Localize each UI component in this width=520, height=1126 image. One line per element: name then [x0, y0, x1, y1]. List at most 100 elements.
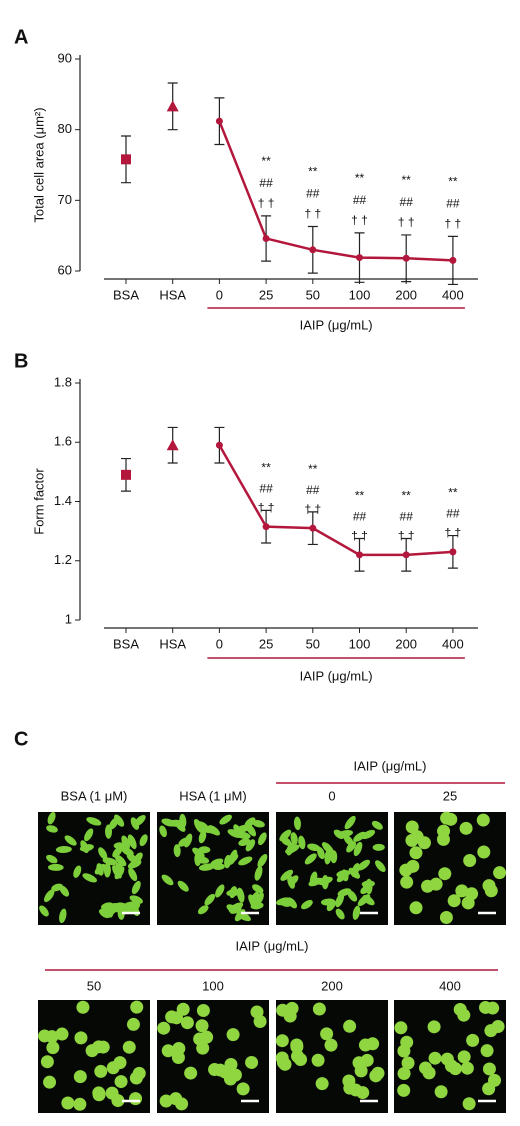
cell — [335, 908, 345, 920]
cell — [94, 1064, 108, 1078]
cell — [275, 1034, 289, 1048]
cell — [434, 1085, 448, 1099]
cell — [304, 853, 317, 865]
cell — [466, 1033, 480, 1047]
cell — [198, 830, 207, 844]
cell — [477, 845, 491, 859]
cell — [114, 854, 127, 867]
cell — [98, 847, 108, 860]
x-tick-label: 0 — [216, 636, 223, 651]
cell — [159, 825, 167, 838]
cell — [307, 843, 321, 852]
cell — [48, 863, 64, 871]
significance-mark: ## — [259, 482, 273, 496]
cell — [245, 1055, 259, 1069]
cell — [113, 1056, 127, 1070]
significance-mark: † † — [258, 501, 275, 515]
data-line — [218, 120, 453, 262]
cell — [409, 846, 423, 860]
cell — [131, 880, 141, 895]
significance-mark: ** — [402, 489, 412, 503]
image-label: 400 — [439, 978, 461, 993]
cell — [122, 1040, 136, 1054]
micrograph — [38, 1000, 150, 1113]
y-tick-label: 1.6 — [54, 434, 72, 449]
cell — [399, 863, 413, 877]
micrograph — [394, 1000, 506, 1113]
cell — [484, 1024, 498, 1038]
cell — [39, 905, 49, 917]
cell — [440, 811, 454, 825]
cell — [353, 841, 363, 857]
cell — [457, 1050, 471, 1064]
cell — [126, 852, 138, 864]
cell — [486, 1001, 500, 1015]
cell — [114, 814, 125, 827]
cell — [356, 1086, 370, 1100]
cell — [344, 815, 356, 830]
cell — [43, 1075, 57, 1089]
marker — [356, 254, 363, 262]
cell — [401, 1056, 415, 1070]
cell — [96, 1040, 110, 1054]
cell — [59, 885, 70, 897]
cell — [280, 869, 294, 881]
y-tick-label: 1.8 — [54, 374, 72, 389]
cell — [352, 1056, 366, 1070]
cell — [346, 841, 357, 853]
cell — [94, 863, 106, 875]
significance-mark: ## — [446, 507, 460, 521]
x-tick-label: 100 — [349, 287, 371, 302]
significance-mark: ## — [306, 187, 320, 201]
cell — [167, 819, 184, 827]
cell — [257, 853, 268, 868]
cell — [196, 1004, 210, 1018]
cell — [114, 1075, 128, 1089]
significance-mark: † † — [304, 502, 321, 516]
cell — [347, 890, 358, 902]
x-tick-label: 50 — [306, 287, 320, 302]
cell — [103, 862, 111, 878]
cell — [134, 815, 146, 827]
cell — [40, 1055, 54, 1069]
significance-mark: ** — [402, 173, 412, 187]
cell — [195, 1019, 209, 1033]
x-tick-label: 200 — [395, 287, 417, 302]
cell — [74, 1031, 88, 1045]
cell — [224, 1057, 238, 1071]
cell — [193, 818, 204, 834]
cell — [366, 1037, 380, 1051]
marker — [356, 551, 363, 559]
cell — [438, 867, 452, 881]
cell — [73, 865, 82, 878]
significance-mark: † † — [445, 217, 462, 231]
cell — [439, 910, 453, 924]
cell — [177, 880, 189, 892]
cell — [362, 895, 375, 906]
cell — [254, 866, 263, 881]
marker — [121, 469, 131, 480]
cell — [394, 1021, 408, 1035]
x-tick-label: 25 — [259, 636, 273, 651]
significance-mark: ** — [261, 461, 271, 475]
marker — [309, 246, 317, 254]
cell — [405, 820, 419, 834]
cell — [330, 850, 338, 864]
cell — [180, 1016, 194, 1030]
cell — [397, 1044, 411, 1058]
cell — [371, 820, 383, 830]
cell — [320, 898, 336, 906]
cell — [311, 1053, 325, 1067]
cell — [245, 839, 256, 852]
cell — [290, 1040, 304, 1054]
significance-mark: ## — [446, 197, 460, 211]
panel-label: A — [14, 26, 28, 48]
data-line — [218, 444, 453, 557]
marker — [262, 523, 270, 531]
cell — [455, 884, 469, 898]
cell — [493, 866, 507, 880]
cell — [462, 1097, 476, 1111]
cell — [419, 1061, 433, 1075]
cell — [487, 1073, 501, 1087]
